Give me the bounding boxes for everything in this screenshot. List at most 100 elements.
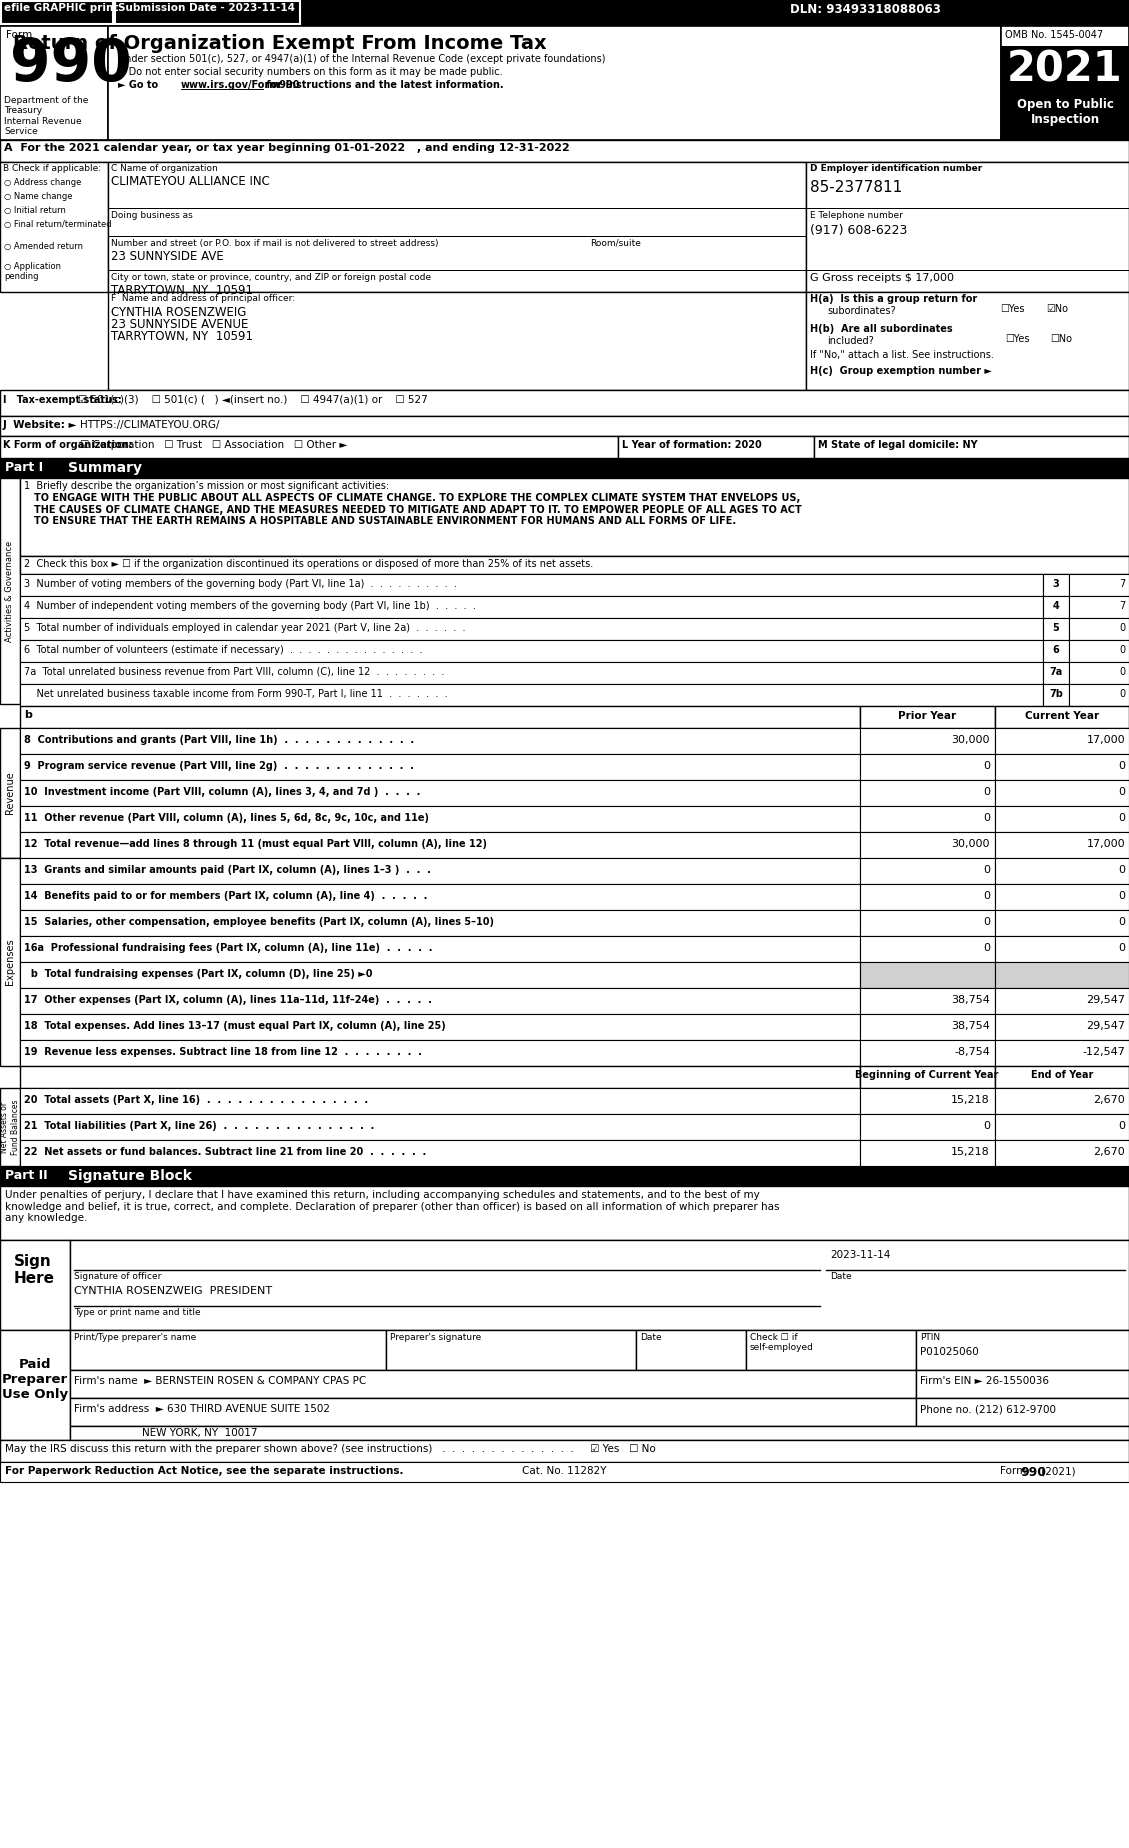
Bar <box>1069 684 1129 706</box>
Text: H(b)  Are all subordinates: H(b) Are all subordinates <box>809 323 953 334</box>
Bar <box>20 639 1043 662</box>
Text: 6  Total number of volunteers (estimate if necessary)  .  .  .  .  .  .  .  .  .: 6 Total number of volunteers (estimate i… <box>24 645 422 654</box>
Bar <box>0 1462 1129 1482</box>
Bar <box>1043 684 1069 706</box>
Text: 15,218: 15,218 <box>952 1096 990 1105</box>
Text: 7: 7 <box>1119 578 1124 590</box>
Text: 0: 0 <box>1119 645 1124 654</box>
Text: CYNTHIA ROSENZWEIG: CYNTHIA ROSENZWEIG <box>111 307 246 320</box>
Bar <box>20 1088 860 1114</box>
Bar <box>70 1369 916 1397</box>
Text: CYNTHIA ROSENZWEIG  PRESIDENT: CYNTHIA ROSENZWEIG PRESIDENT <box>75 1286 272 1295</box>
Text: For Paperwork Reduction Act Notice, see the separate instructions.: For Paperwork Reduction Act Notice, see … <box>5 1465 403 1477</box>
Bar <box>0 479 20 704</box>
Text: Part II: Part II <box>5 1170 47 1183</box>
Bar <box>995 1066 1129 1088</box>
Text: Net unrelated business taxable income from Form 990-T, Part I, line 11  .  .  . : Net unrelated business taxable income fr… <box>24 689 447 699</box>
Text: 30,000: 30,000 <box>952 736 990 745</box>
Bar <box>0 857 20 1066</box>
Text: Under section 501(c), 527, or 4947(a)(1) of the Internal Revenue Code (except pr: Under section 501(c), 527, or 4947(a)(1)… <box>119 54 605 65</box>
Text: 0: 0 <box>983 1122 990 1131</box>
Text: Firm's address  ► 630 THIRD AVENUE SUITE 1502: Firm's address ► 630 THIRD AVENUE SUITE … <box>75 1404 330 1414</box>
Text: A  For the 2021 calendar year, or tax year beginning 01-01-2022   , and ending 1: A For the 2021 calendar year, or tax yea… <box>5 142 570 153</box>
Bar <box>20 963 860 989</box>
Bar <box>618 436 814 458</box>
Text: 30,000: 30,000 <box>952 839 990 848</box>
Bar <box>0 140 1129 163</box>
Bar <box>20 1040 860 1066</box>
Text: ○ Name change: ○ Name change <box>5 192 72 201</box>
Text: 0: 0 <box>1118 917 1124 928</box>
Text: 6: 6 <box>1052 645 1059 654</box>
Bar <box>860 883 995 909</box>
Bar <box>995 963 1129 989</box>
Text: PTIN: PTIN <box>920 1332 940 1342</box>
Bar <box>995 857 1129 883</box>
Text: 38,754: 38,754 <box>951 994 990 1005</box>
Text: 0: 0 <box>983 891 990 902</box>
Bar <box>814 436 1129 458</box>
Text: Cat. No. 11282Y: Cat. No. 11282Y <box>522 1465 606 1477</box>
Text: CLIMATEYOU ALLIANCE INC: CLIMATEYOU ALLIANCE INC <box>111 176 270 188</box>
Bar <box>995 1088 1129 1114</box>
Bar <box>860 935 995 963</box>
Text: 5: 5 <box>1052 623 1059 634</box>
Text: Activities & Governance: Activities & Governance <box>6 540 15 641</box>
Text: ☑ Corporation   ☐ Trust   ☐ Association   ☐ Other ►: ☑ Corporation ☐ Trust ☐ Association ☐ Ot… <box>80 440 348 451</box>
Text: Print/Type preparer's name: Print/Type preparer's name <box>75 1332 196 1342</box>
Text: 0: 0 <box>983 942 990 954</box>
Text: K Form of organization:: K Form of organization: <box>3 440 132 451</box>
Bar <box>0 0 1129 26</box>
Text: L Year of formation: 2020: L Year of formation: 2020 <box>622 440 762 451</box>
Bar <box>70 1427 1129 1440</box>
Bar <box>860 728 995 754</box>
Text: 0: 0 <box>1119 667 1124 676</box>
Text: 2  Check this box ► ☐ if the organization discontinued its operations or dispose: 2 Check this box ► ☐ if the organization… <box>24 558 593 569</box>
Bar <box>20 1140 860 1166</box>
Bar <box>860 754 995 780</box>
Bar <box>20 706 860 728</box>
Bar <box>20 883 860 909</box>
Text: ○ Address change: ○ Address change <box>5 177 81 187</box>
Text: 0: 0 <box>1119 623 1124 634</box>
Bar <box>386 1331 636 1369</box>
Text: 0: 0 <box>1118 761 1124 771</box>
Bar <box>995 883 1129 909</box>
Text: b  Total fundraising expenses (Part IX, column (D), line 25) ►0: b Total fundraising expenses (Part IX, c… <box>24 968 373 979</box>
Bar <box>108 163 806 292</box>
Text: If "No," attach a list. See instructions.: If "No," attach a list. See instructions… <box>809 349 994 360</box>
Text: 13  Grants and similar amounts paid (Part IX, column (A), lines 1–3 )  .  .  .: 13 Grants and similar amounts paid (Part… <box>24 865 431 874</box>
Bar <box>70 1331 386 1369</box>
Text: I   Tax-exempt status:: I Tax-exempt status: <box>3 395 122 405</box>
Bar <box>20 597 1043 617</box>
Bar <box>636 1331 746 1369</box>
Text: ☐No: ☐No <box>1050 334 1073 344</box>
Text: 12  Total revenue—add lines 8 through 11 (must equal Part VIII, column (A), line: 12 Total revenue—add lines 8 through 11 … <box>24 839 487 848</box>
Text: Department of the
Treasury
Internal Revenue
Service: Department of the Treasury Internal Reve… <box>5 96 88 137</box>
Bar <box>1001 92 1129 140</box>
Bar <box>108 292 806 390</box>
Text: Phone no. (212) 612-9700: Phone no. (212) 612-9700 <box>920 1404 1056 1414</box>
Text: DLN: 93493318088063: DLN: 93493318088063 <box>790 4 940 17</box>
Bar <box>70 1397 916 1427</box>
Bar <box>1001 46 1129 92</box>
Bar <box>20 479 1129 556</box>
Bar <box>860 1066 995 1088</box>
Bar <box>108 26 1001 140</box>
Bar <box>1001 26 1129 140</box>
Bar <box>995 728 1129 754</box>
Text: ☑No: ☑No <box>1045 305 1068 314</box>
Text: www.irs.gov/Form990: www.irs.gov/Form990 <box>181 79 300 91</box>
Text: ► Do not enter social security numbers on this form as it may be made public.: ► Do not enter social security numbers o… <box>119 67 502 78</box>
Text: 20  Total assets (Part X, line 16)  .  .  .  .  .  .  .  .  .  .  .  .  .  .  . : 20 Total assets (Part X, line 16) . . . … <box>24 1096 368 1105</box>
Text: ☐Yes: ☐Yes <box>1000 305 1024 314</box>
Text: May the IRS discuss this return with the preparer shown above? (see instructions: May the IRS discuss this return with the… <box>5 1443 656 1454</box>
Text: 22  Net assets or fund balances. Subtract line 21 from line 20  .  .  .  .  .  .: 22 Net assets or fund balances. Subtract… <box>24 1148 427 1157</box>
Bar <box>806 292 1129 390</box>
Text: 7a: 7a <box>1049 667 1062 676</box>
Text: Room/suite: Room/suite <box>590 238 641 248</box>
Text: TARRYTOWN, NY  10591: TARRYTOWN, NY 10591 <box>111 331 253 344</box>
Text: 990: 990 <box>1019 1465 1045 1478</box>
Bar <box>0 458 1129 479</box>
Bar <box>1043 639 1069 662</box>
